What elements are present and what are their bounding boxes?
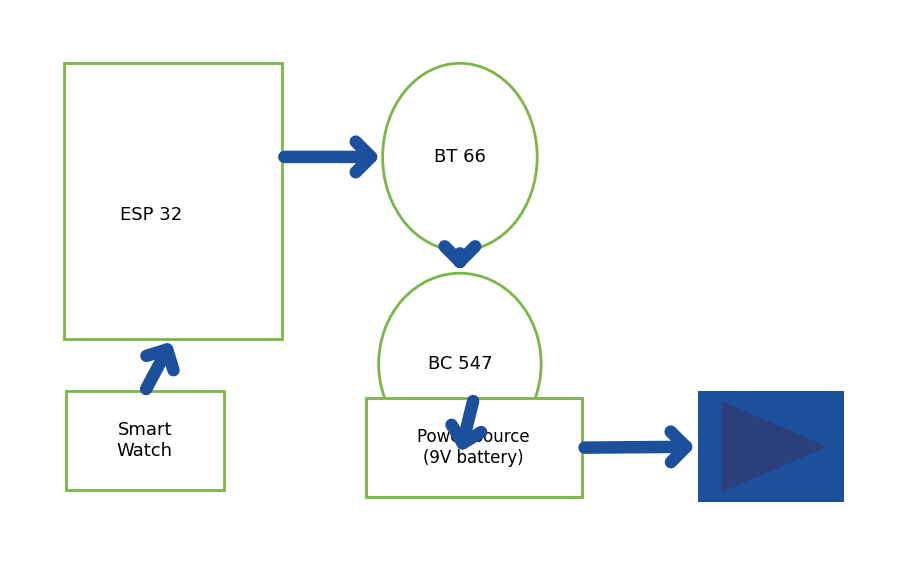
Text: Smart
Watch: Smart Watch bbox=[117, 421, 173, 460]
Ellipse shape bbox=[379, 273, 541, 455]
Bar bbox=[64, 63, 282, 339]
Bar bbox=[698, 391, 844, 502]
Text: ESP 32: ESP 32 bbox=[120, 206, 182, 224]
Bar bbox=[66, 391, 224, 490]
Polygon shape bbox=[723, 402, 825, 491]
Ellipse shape bbox=[382, 63, 537, 250]
Bar bbox=[365, 398, 581, 497]
Text: BC 547: BC 547 bbox=[428, 355, 492, 373]
Text: Power Source
(9V battery): Power Source (9V battery) bbox=[418, 428, 530, 467]
Text: BT 66: BT 66 bbox=[434, 148, 486, 166]
